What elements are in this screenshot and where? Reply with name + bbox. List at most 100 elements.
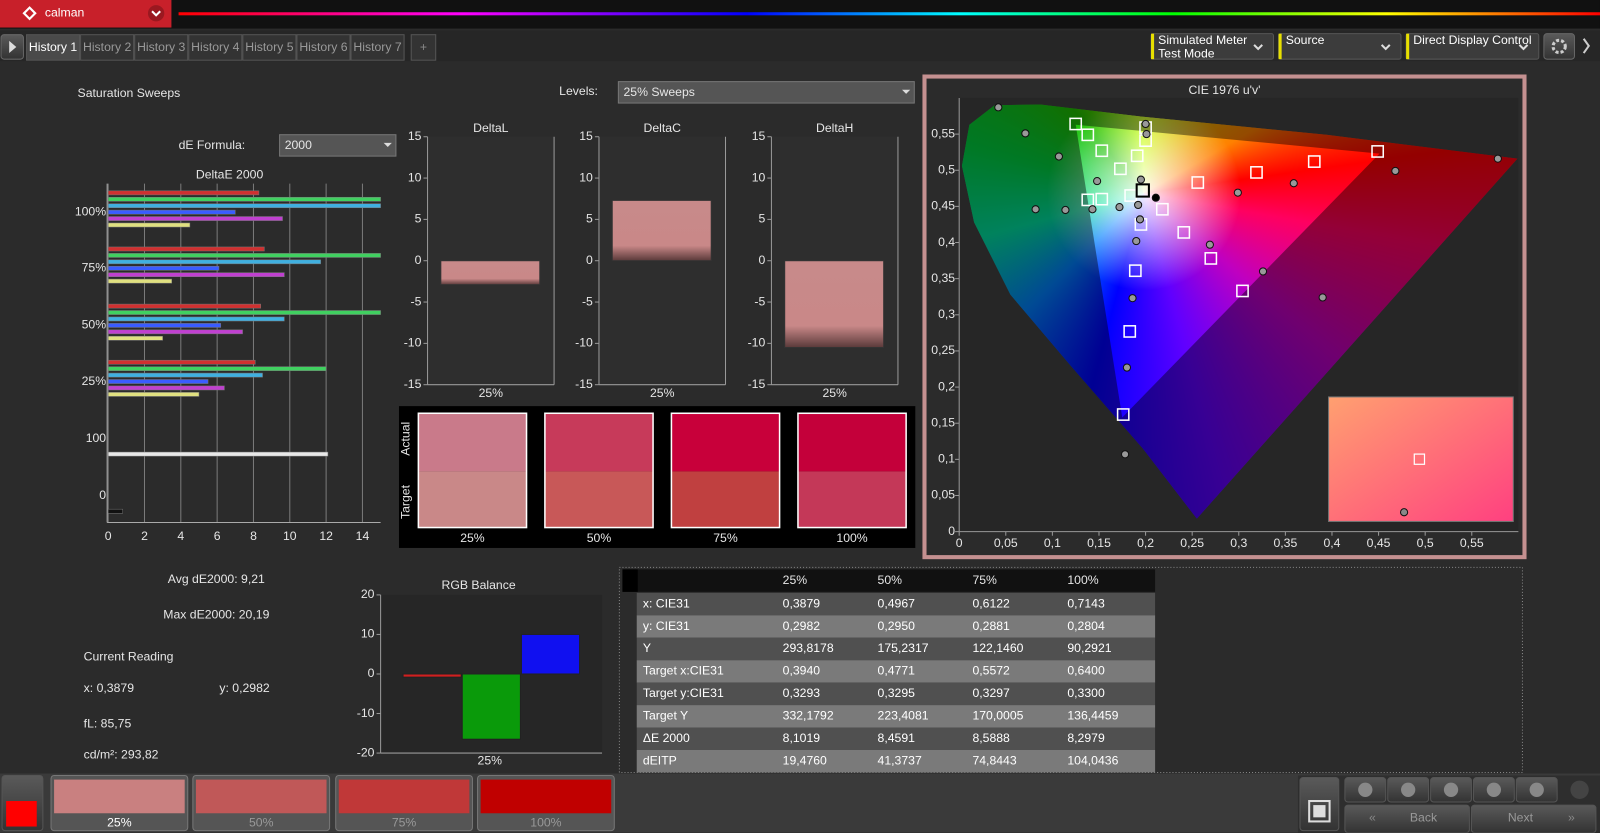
table-cell: 0,3297 (972, 686, 1010, 700)
max-de: Max dE2000: 20,19 (163, 608, 269, 622)
y-tick-label: 0 (99, 488, 106, 502)
x-tick-label: 4 (177, 529, 184, 543)
target-marker (1204, 252, 1218, 265)
logo-box[interactable] (0, 0, 172, 28)
table-row (636, 682, 1156, 706)
tab[interactable] (242, 34, 297, 61)
de-formula-value: 2000 (285, 138, 312, 152)
meter-stripe (1151, 33, 1155, 60)
levels-dropdown[interactable] (617, 81, 915, 104)
bar (107, 265, 220, 271)
measured-marker (1122, 363, 1132, 372)
scroll-arrow[interactable] (1582, 38, 1591, 54)
bar (107, 216, 283, 221)
swatch-border (544, 412, 654, 529)
target-swatch (544, 471, 654, 528)
meter-label: Simulated Meter (1158, 33, 1247, 47)
table-cell: 0,3879 (783, 596, 821, 610)
x-tick-label: 10 (283, 529, 297, 543)
x-tick-label: 0,3 (1230, 536, 1247, 550)
measured-marker (1205, 240, 1214, 249)
table-cell: 90,2921 (1067, 641, 1111, 655)
table-cell: 0,3293 (783, 686, 821, 700)
y-tick-label: 50% (82, 318, 107, 332)
table-cell: 0,6400 (1067, 664, 1105, 678)
levels-label: Levels: (559, 84, 598, 98)
next-button[interactable] (1470, 804, 1597, 833)
bar (107, 379, 209, 384)
logo-chevron (151, 10, 161, 17)
x-tick-label: 25% (822, 386, 847, 400)
y-tick-label: 5 (758, 212, 765, 226)
y-tick-label: 0,25 (931, 343, 955, 357)
table-header: 75% (972, 573, 997, 587)
target-marker (1130, 149, 1144, 163)
icon (1401, 782, 1416, 797)
dropdown-arrow (902, 89, 911, 94)
y-tick-label: 0,45 (931, 199, 955, 213)
measured-marker (1132, 236, 1141, 246)
target-marker (1095, 192, 1109, 206)
x-tick-label: 0,5 (1417, 536, 1434, 550)
y-tick-label: 0,4 (938, 235, 955, 249)
table-cell: 8,1019 (783, 731, 821, 745)
tab[interactable] (350, 34, 405, 61)
bar (784, 260, 885, 349)
target-marker (1069, 117, 1083, 131)
x-tick-label: 2 (141, 529, 148, 543)
logo-menu[interactable] (147, 5, 165, 22)
bar (520, 633, 581, 675)
table-cell: Target x:CIE31 (643, 664, 724, 678)
next-icon: » (1568, 811, 1575, 825)
bar (107, 209, 236, 215)
bar (611, 199, 712, 262)
target-marker (1191, 176, 1205, 189)
de-formula-dropdown[interactable] (279, 134, 397, 157)
table-cell: 0,5572 (972, 664, 1010, 678)
avg-de: Avg dE2000: 9,21 (168, 572, 265, 586)
add-tab-label: + (420, 40, 427, 54)
inset-circle (1399, 508, 1409, 517)
swatch-color (195, 779, 327, 814)
actual-label: Actual (398, 422, 412, 456)
icon (1529, 782, 1544, 797)
inset-square (1413, 453, 1426, 465)
tab[interactable] (296, 34, 351, 61)
bar (107, 222, 191, 228)
x-tick-label: 6 (214, 529, 221, 543)
y-tick-label: 15 (579, 129, 593, 143)
tab[interactable] (134, 34, 189, 61)
table-cell: 8,5888 (972, 731, 1010, 745)
add-tab[interactable] (410, 34, 437, 61)
tab[interactable] (188, 34, 243, 61)
table-cell: dEITP (643, 753, 677, 767)
y-tick-label: 10 (361, 627, 375, 641)
stop-icon-inner (1313, 805, 1326, 818)
tabs: History 1 History 2 History 3 History 4 Hist… (26, 34, 437, 61)
tab-label: History 7 (353, 40, 401, 54)
back-icon: « (1369, 811, 1376, 825)
logo-text: calman (45, 5, 85, 19)
measured-marker (1061, 205, 1070, 215)
tab[interactable] (26, 34, 81, 61)
swatch-border (797, 412, 907, 529)
back-button[interactable] (1344, 804, 1470, 833)
tab-label: History 5 (245, 40, 293, 54)
actual-swatch (418, 413, 527, 472)
meter-stripe (1278, 33, 1282, 60)
measured-marker (1088, 205, 1097, 214)
table-cell: 136,4459 (1067, 709, 1118, 723)
current-reading-heading: Current Reading (84, 649, 174, 663)
tab[interactable] (80, 34, 135, 61)
stop-button[interactable] (1299, 777, 1340, 832)
bar (107, 508, 123, 514)
target-marker (1135, 183, 1150, 198)
table-header: 50% (878, 573, 903, 587)
y-tick-label: 75% (82, 261, 107, 275)
settings-button[interactable] (1543, 33, 1575, 60)
table-cell: 0,3295 (878, 686, 916, 700)
play-icon (9, 40, 17, 54)
measured-marker (1289, 179, 1298, 188)
